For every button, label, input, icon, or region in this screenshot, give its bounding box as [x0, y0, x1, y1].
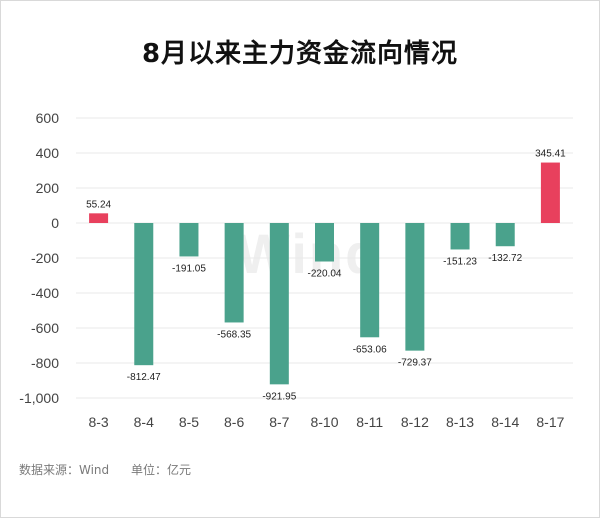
x-tick-label: 8-4 [134, 414, 154, 430]
unit-note: 单位：亿元 [131, 463, 192, 477]
x-tick-label: 8-12 [401, 414, 429, 430]
bar [269, 223, 289, 385]
bar [134, 223, 154, 366]
x-tick-label: 8-7 [269, 414, 289, 430]
data-label: -653.06 [353, 344, 387, 355]
bar [405, 223, 425, 351]
data-label: -812.47 [127, 372, 161, 383]
x-tick-label: 8-14 [491, 414, 519, 430]
bar [315, 223, 334, 262]
y-tick-label: 400 [36, 145, 60, 161]
data-label: 345.41 [535, 149, 566, 160]
x-tick-label: 8-5 [179, 414, 199, 430]
data-label: -220.04 [308, 269, 342, 280]
x-tick-label: 8-11 [356, 414, 383, 430]
footer: 数据来源：Wind 单位：亿元 [19, 461, 191, 478]
bar [179, 223, 199, 257]
bar [224, 223, 244, 323]
x-tick-label: 8-17 [536, 414, 564, 430]
y-tick-label: -400 [31, 285, 59, 301]
y-tick-label: -600 [31, 320, 59, 336]
data-label: -132.72 [488, 253, 522, 264]
bar [89, 213, 109, 223]
chart-title: 8月以来主力资金流向情况 [141, 39, 459, 69]
y-tick-label: -800 [31, 355, 59, 371]
bar [360, 223, 380, 338]
source-note: 数据来源：Wind [19, 463, 110, 477]
data-label: -921.95 [262, 391, 296, 402]
bar [495, 223, 515, 247]
watermark: Wind [237, 222, 382, 285]
x-tick-label: 8-13 [446, 414, 474, 430]
y-tick-label: 600 [36, 110, 60, 126]
data-label: -151.23 [443, 256, 477, 267]
bar [540, 162, 560, 223]
x-tick-label: 8-3 [88, 414, 108, 430]
data-label: -729.37 [398, 358, 432, 369]
y-tick-label: -200 [31, 250, 59, 266]
y-tick-label: -1,000 [19, 390, 59, 406]
y-tick-label: 0 [51, 215, 59, 231]
x-tick-label: 8-6 [224, 414, 244, 430]
y-tick-label: 200 [36, 180, 60, 196]
data-label: -191.05 [172, 263, 206, 274]
data-label: 55.24 [86, 199, 111, 210]
x-tick-label: 8-10 [310, 414, 338, 430]
bar [450, 223, 470, 250]
data-label: -568.35 [217, 329, 251, 340]
